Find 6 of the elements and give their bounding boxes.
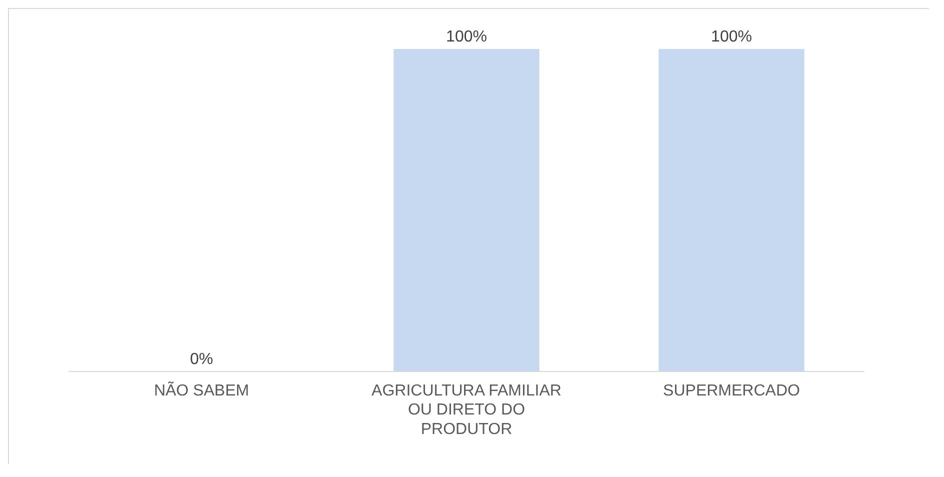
data-label: 0%: [190, 350, 214, 368]
x-tick-label: NÃO SABEM: [154, 380, 250, 400]
data-label: 100%: [446, 28, 487, 46]
data-label: 100%: [711, 28, 752, 46]
x-tick-label: AGRICULTURA FAMILIAR OU DIRETO DO PRODUTOR: [372, 382, 562, 438]
x-tick-label: SUPERMERCADO: [663, 382, 800, 400]
